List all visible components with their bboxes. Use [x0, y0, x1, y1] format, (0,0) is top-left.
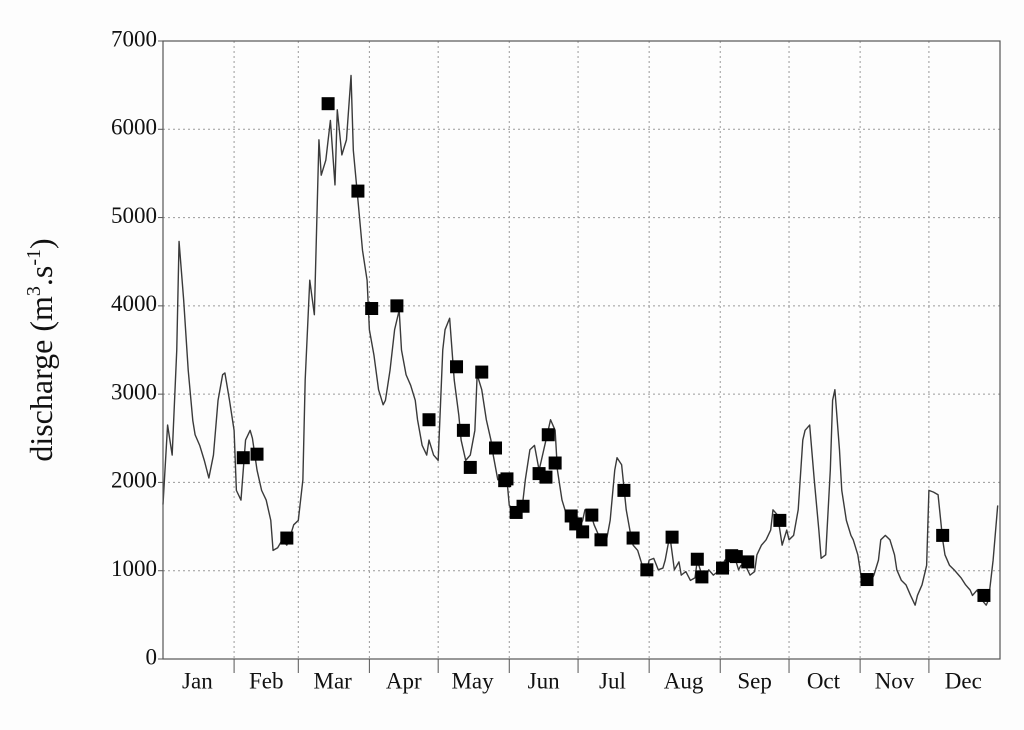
- x-tick-label: Jun: [528, 668, 560, 693]
- sample-point: [585, 508, 599, 522]
- y-label-sup: 3: [23, 286, 45, 296]
- y-axis-label: discharge (m3.s-1): [23, 238, 59, 461]
- sample-point: [463, 460, 477, 474]
- x-tick-label: Oct: [807, 668, 841, 693]
- sample-point: [665, 530, 679, 544]
- sample-point: [351, 184, 365, 198]
- y-label-end: ): [23, 238, 59, 249]
- sample-point: [695, 570, 709, 584]
- sample-point: [541, 428, 555, 442]
- sample-point: [576, 525, 590, 539]
- sample-point: [936, 528, 950, 542]
- sample-point: [640, 563, 654, 577]
- sample-point: [250, 447, 264, 461]
- y-tick-label: 5000: [111, 203, 157, 228]
- y-tick-label: 0: [146, 644, 158, 669]
- sample-point: [617, 483, 631, 497]
- sample-point: [729, 550, 743, 564]
- y-tick-label: 3000: [111, 379, 157, 404]
- sample-point: [548, 456, 562, 470]
- discharge-line: [162, 74, 999, 606]
- y-tick-label: 6000: [111, 115, 157, 140]
- y-tick-label: 4000: [111, 291, 157, 316]
- x-tick-label: Apr: [386, 668, 422, 693]
- x-tick-label: Nov: [875, 668, 915, 693]
- sample-point: [516, 499, 530, 513]
- sample-point: [236, 451, 250, 465]
- x-tick-label: May: [451, 668, 494, 693]
- marks-layer: [162, 74, 999, 606]
- y-label-mid: .s: [23, 266, 59, 286]
- plot-frame: [162, 40, 1001, 660]
- y-tick-label: 1000: [111, 556, 157, 581]
- y-label-sup: -1: [23, 249, 45, 266]
- sample-point: [594, 533, 608, 547]
- sample-point: [365, 302, 379, 316]
- sample-point: [489, 441, 503, 455]
- x-tick-label: Jan: [182, 668, 213, 693]
- sample-point: [456, 423, 470, 437]
- labels-layer: 0 1000 2000 3000 4000 5000 6000 7000 Jan Feb Mar Ap…: [111, 26, 982, 693]
- x-tick-label: Aug: [664, 668, 704, 693]
- x-tick-label: Jul: [599, 668, 626, 693]
- sample-point: [716, 561, 730, 575]
- grid-layer: [163, 40, 1000, 660]
- sample-point: [475, 365, 489, 379]
- x-tick-label: Sep: [737, 668, 772, 693]
- sample-point: [500, 472, 514, 486]
- sample-point: [422, 413, 436, 427]
- sample-point: [321, 97, 335, 111]
- sample-point: [773, 513, 787, 527]
- sample-point: [450, 360, 464, 374]
- x-tick-label: Dec: [945, 668, 982, 693]
- y-tick-label: 2000: [111, 468, 157, 493]
- y-label-base: discharge (m: [23, 296, 59, 462]
- sample-point: [690, 552, 704, 566]
- y-tick-label: 7000: [111, 26, 157, 51]
- sample-point: [860, 573, 874, 587]
- sample-point: [626, 531, 640, 545]
- sample-point: [741, 555, 755, 569]
- x-tick-label: Mar: [314, 668, 353, 693]
- sample-point: [977, 588, 991, 602]
- sample-point: [539, 470, 553, 484]
- x-tick-label: Feb: [249, 668, 284, 693]
- sample-point: [280, 531, 294, 545]
- sample-point: [390, 299, 404, 313]
